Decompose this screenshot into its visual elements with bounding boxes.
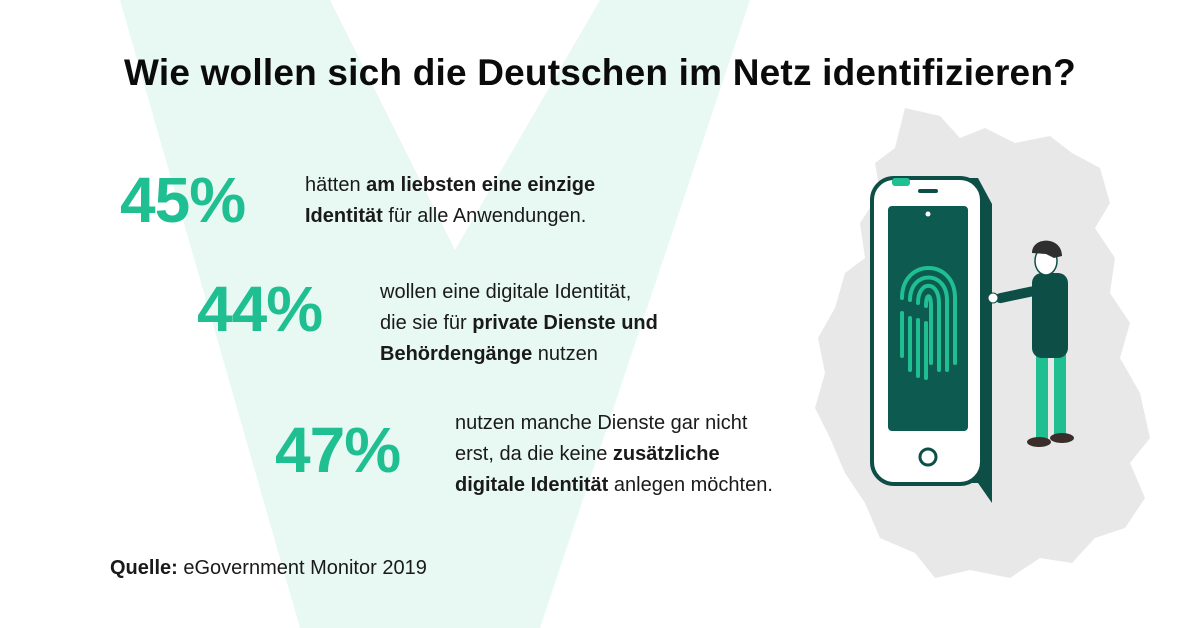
person-icon xyxy=(987,240,1074,447)
text-part: anlegen möchten. xyxy=(608,474,773,496)
text-bold-part: zusätzliche xyxy=(612,443,720,465)
text-part: erst, da die keine xyxy=(455,443,613,465)
text-part: die sie für xyxy=(380,312,473,334)
text-part: hätten xyxy=(305,174,367,196)
text-bold-part: Identität xyxy=(305,205,383,227)
phone-fingerprint-person-illustration xyxy=(815,108,1150,578)
source-note: Quelle: eGovernment Monitor 2019 xyxy=(110,557,427,580)
stat-value: 47% xyxy=(275,414,401,486)
stat-value: 44% xyxy=(197,273,323,345)
stat-value: 45% xyxy=(120,164,246,236)
text-part: für alle Anwendungen. xyxy=(382,205,587,227)
stat-text: nutzen manche Dienste gar nicht erst, da… xyxy=(455,408,773,501)
page-title: Wie wollen sich die Deutschen im Netz id… xyxy=(124,52,1076,93)
text-bold-part: am liebsten eine einzige xyxy=(366,174,596,196)
stat-text: wollen eine digitale Identität, die sie … xyxy=(380,277,658,370)
text-bold-part: Behördengänge xyxy=(380,343,533,365)
source-text: eGovernment Monitor 2019 xyxy=(177,557,427,579)
text-part: nutzen xyxy=(532,343,598,365)
text-part: wollen eine digitale Identität, xyxy=(380,281,632,303)
fingerprint-icon xyxy=(900,266,957,380)
text-part: nutzen manche Dienste gar nicht xyxy=(455,412,748,434)
text-bold-part: digitale Identität xyxy=(455,474,609,496)
text-bold-part: private Dienste und xyxy=(472,312,658,334)
source-label: Quelle: xyxy=(110,557,178,579)
stat-text: hätten am liebsten eine einzige Identitä… xyxy=(305,170,595,232)
